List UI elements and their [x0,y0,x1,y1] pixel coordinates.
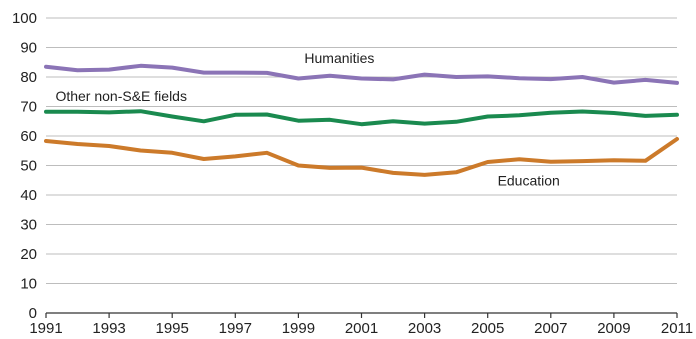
y-tick-label: 60 [20,128,37,145]
y-tick-label: 90 [20,40,37,57]
y-tick-label: 20 [20,246,37,263]
y-tick-label: 100 [12,10,37,27]
x-tick-label: 1997 [219,320,252,337]
y-tick-label: 10 [20,276,37,293]
education-line [44,137,679,177]
humanities-line [44,63,679,85]
x-tick-label: 1995 [156,320,189,337]
x-tick-label: 2003 [408,320,441,337]
x-tick-label: 2005 [471,320,504,337]
other-non-s-e-fields-line [44,109,679,127]
labels: 0 10 20 30 40 50 60 70 80 90 100 1991 1993 1995 1997 19… [12,10,693,337]
y-tick-label: 0 [29,305,37,322]
x-tick-label: 1999 [282,320,315,337]
y-tick-label: 40 [20,187,37,204]
education-series-label: Education [498,172,560,188]
other-non-s-e-fields-series-label: Other non-S&E fields [55,88,187,104]
y-tick-label: 80 [20,69,37,86]
x-tick-label: 2001 [345,320,378,337]
humanities-series-label: Humanities [304,50,374,66]
x-tick-label: 1993 [92,320,125,337]
series-lines [44,63,679,177]
x-tick-label: 2011 [661,320,693,337]
y-tick-label: 30 [20,217,37,234]
y-tick-label: 70 [20,99,37,116]
x-tick-label: 2007 [534,320,567,337]
x-tick-label: 2009 [597,320,630,337]
y-tick-label: 50 [20,158,37,175]
axes [45,312,678,318]
gridlines [46,17,677,284]
x-tick-label: 1991 [29,320,62,337]
